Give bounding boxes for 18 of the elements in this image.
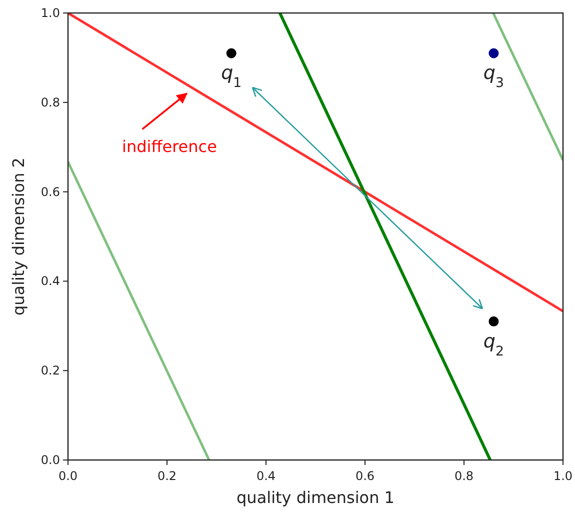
y-tick-label: 1.0 [40, 6, 60, 20]
y-tick-label: 0.4 [40, 274, 60, 288]
x-tick-label: 0.0 [58, 469, 78, 483]
x-tick-label: 0.8 [454, 469, 474, 483]
y-tick-label: 0.6 [40, 184, 60, 199]
series-label: q$_{1}$ [221, 62, 242, 91]
y-tick-label: 0.2 [40, 364, 60, 378]
x-tick-label: 1.0 [553, 469, 573, 483]
y-tick-label: 0.8 [40, 95, 60, 110]
series-label: q$_{2}$ [483, 330, 504, 359]
y-axis-title: quality dimension 2 [9, 158, 28, 316]
x-tick-label: 0.6 [355, 469, 375, 483]
series-label: q$_{3}$ [483, 62, 504, 91]
x-axis-title: quality dimension 1 [236, 488, 394, 507]
x-tick-label: 0.4 [256, 469, 276, 483]
y-tick-label: 0.0 [40, 453, 60, 467]
x-tick-label: 0.2 [157, 469, 177, 483]
annotation: indifference [122, 137, 217, 156]
